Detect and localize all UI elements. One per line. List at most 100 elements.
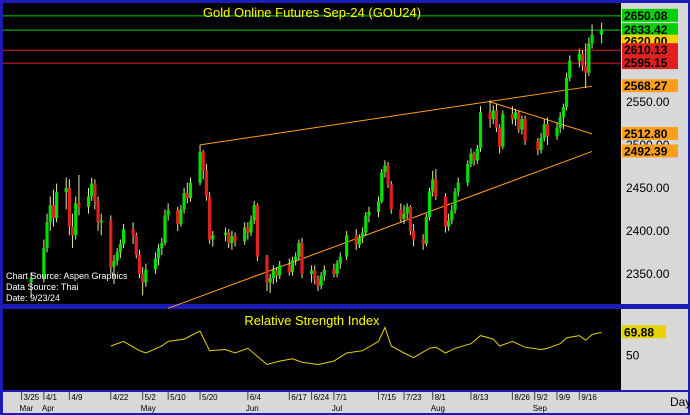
candle-body — [176, 210, 180, 225]
candle-body — [345, 235, 349, 257]
candle-body — [498, 127, 502, 147]
candle-body — [300, 242, 304, 274]
candle-body — [545, 124, 550, 137]
candle-body — [278, 265, 282, 276]
candle-body — [55, 192, 59, 218]
candle-body — [338, 256, 342, 264]
date-tick-label: 7/23 — [406, 393, 422, 402]
candle-body — [568, 60, 572, 78]
candle-body — [319, 275, 323, 286]
candle-body — [294, 256, 298, 261]
level-tag — [622, 56, 678, 70]
candle-body — [112, 261, 116, 268]
rsi-title: Relative Strength Index — [244, 313, 380, 328]
month-label: Aug — [431, 404, 445, 413]
candle-body — [405, 206, 409, 214]
source-line-1: Chart Source: Aspen Graphics — [6, 271, 128, 281]
candle-body — [408, 206, 412, 231]
candle-body — [488, 112, 492, 120]
candle-body — [287, 265, 291, 273]
date-tick-label: 4/9 — [71, 393, 83, 402]
candle-body — [249, 220, 253, 233]
month-label: Sep — [533, 404, 548, 413]
rsi-axis — [621, 309, 688, 390]
candle-body — [201, 151, 205, 171]
candle-body — [380, 172, 384, 202]
candle-body — [523, 119, 527, 142]
price-pane — [3, 3, 621, 304]
candle-body — [137, 254, 142, 274]
date-tick-label: 6/24 — [314, 393, 330, 402]
trendline-tag-label: 2512.80 — [624, 127, 668, 141]
candle-body — [580, 53, 585, 66]
candle-body — [364, 215, 368, 233]
candle-body — [389, 184, 393, 210]
date-tick-label: 7/15 — [381, 393, 397, 402]
candle-body — [424, 217, 428, 244]
level-tag-label: 2633.42 — [624, 23, 668, 37]
level-tag — [622, 43, 678, 57]
candle-body — [472, 153, 476, 161]
candle-body — [255, 205, 260, 257]
candle-body — [478, 112, 483, 149]
candle-body — [427, 191, 432, 218]
candle-body — [274, 270, 279, 276]
candle-body — [520, 119, 524, 130]
candle-body — [360, 232, 365, 238]
candle-body — [233, 236, 237, 242]
candle-body — [443, 196, 448, 227]
candle-body — [157, 248, 161, 259]
date-tick-label: 3/25 — [24, 393, 40, 402]
month-label: May — [141, 404, 156, 413]
date-tick-label: 5/20 — [202, 393, 218, 402]
candle-body — [115, 252, 119, 261]
candle-body — [121, 229, 126, 244]
trendline-tag-label: 2568.27 — [624, 79, 668, 93]
rsi-pane — [3, 309, 621, 390]
candle-body — [332, 269, 336, 274]
candle-body — [252, 205, 256, 221]
level-tag — [622, 8, 678, 22]
source-line-2: Data Source: Thai — [6, 282, 78, 292]
candle-body — [517, 112, 521, 130]
candle-body — [204, 170, 209, 197]
candle-body — [561, 107, 565, 118]
candle-body — [297, 242, 301, 257]
candle-body — [42, 248, 46, 279]
candle-body — [118, 243, 122, 253]
candle-body — [383, 165, 387, 173]
candle-body — [243, 227, 247, 242]
candle-body — [67, 187, 71, 227]
date-tick-label: 6/4 — [250, 393, 262, 402]
candle-body — [290, 260, 295, 273]
date-tick-label: 6/17 — [291, 393, 307, 402]
candle-body — [198, 151, 202, 183]
candle-body — [309, 270, 314, 274]
level-tag — [622, 23, 678, 37]
candle-body — [469, 153, 473, 164]
date-tick-label: 8/26 — [514, 393, 530, 402]
candle-body — [208, 196, 212, 240]
candle-body — [131, 229, 135, 236]
candle-body — [513, 112, 518, 120]
candle-body — [558, 117, 562, 128]
candle-body — [188, 182, 193, 199]
candle-body — [600, 29, 604, 35]
candle-body — [386, 165, 390, 185]
candle-body — [475, 148, 479, 161]
y-tick-label: 2350.00 — [626, 267, 670, 281]
date-tick-label: 5/2 — [145, 393, 157, 402]
candle-body — [399, 209, 403, 219]
candle-body — [29, 278, 33, 283]
trendline — [489, 101, 593, 135]
trendline-tag — [622, 126, 678, 140]
chart-title: Gold Online Futures Sep-24 (GOU24) — [203, 5, 421, 20]
candle-body — [411, 230, 416, 240]
candle-body — [265, 256, 269, 283]
candle-body — [109, 220, 113, 268]
candle-body — [48, 205, 52, 223]
candle-body — [64, 187, 68, 193]
date-tick-label: 8/13 — [473, 393, 489, 402]
candle-body — [542, 124, 546, 139]
candle-body — [431, 179, 435, 192]
